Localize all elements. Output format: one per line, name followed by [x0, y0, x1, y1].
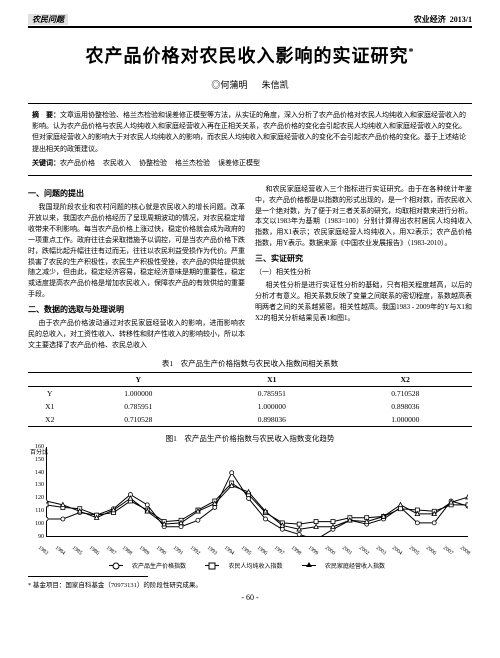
- abstract-block: 摘 要：文章运用协整检验、格兰杰检验和误差修正模型等方法，从实证的角度，深入分析…: [28, 103, 472, 176]
- keywords-label: 关键词：: [32, 159, 60, 167]
- figure-caption: 图1 农产品生产价格指数与农民收入指数变化趋势: [28, 433, 472, 444]
- footnote-rule: [28, 576, 148, 577]
- legend-marker-square-icon: [205, 565, 219, 566]
- article-title: 农产品价格对农民收入影响的实证研究*: [28, 42, 472, 68]
- correlation-table: Y X1 X2 Y1.0000000.7859510.710528X10.785…: [28, 372, 472, 427]
- section-heading: 二、数据的选取与处理说明: [28, 304, 245, 316]
- abstract-label: 摘 要：: [32, 111, 60, 119]
- left-column: 一、问题的提出 我国现阶段农业和农村问题的核心就是农民收入的增长问题。改革开放以…: [28, 184, 245, 352]
- abstract-text: 文章运用协整检验、格兰杰检验和误差修正模型等方法，从实证的角度，深入分析了农产品…: [32, 111, 466, 153]
- body-paragraph: 由于农产品价格波动通过对农民家庭经营收入的影响，进而影响农民的总收入，对工资性收…: [28, 318, 245, 351]
- section-tag: 农民问题: [28, 14, 68, 25]
- page-header: 农民问题 农业经济 2013/1: [28, 14, 472, 28]
- right-column: 和农民家庭经营收入三个指标进行实证研究。由于在各种统计年鉴中，农产品价格都是以指…: [255, 184, 472, 352]
- body-paragraph: 相关性分析是进行实证性分析的基础，只有相关程度越高，以后的分析才有意义。相关系数…: [255, 280, 472, 323]
- legend-marker-round-icon: [109, 565, 123, 566]
- body-columns: 一、问题的提出 我国现阶段农业和农村问题的核心就是农民收入的增长问题。改革开放以…: [28, 184, 472, 352]
- trend-chart: 百分比 90100110120130140150160 198319841985…: [28, 447, 472, 557]
- table-caption: 表1 农产品生产价格指数与农民收入指数间相关系数: [28, 358, 472, 369]
- footnote: * 基金项目：国家自科基金（70973131）的阶段性研究成果。: [28, 579, 472, 589]
- section-heading: 一、问题的提出: [28, 188, 245, 200]
- journal-issue: 农业经济 2013/1: [414, 14, 472, 25]
- body-paragraph: 我国现阶段农业和农村问题的核心就是农民收入的增长问题。改革开放以来，我国农产品价…: [28, 202, 245, 300]
- chart-canvas: [46, 447, 468, 537]
- chart-legend: 农产品生产价格指数 农民人均纯收入指数 农民家庭经营收入指数: [28, 561, 472, 570]
- subsection-heading: （一）相关性分析: [255, 267, 472, 278]
- authors: ◎何蒲明 朱信凯: [28, 78, 472, 91]
- body-paragraph: 和农民家庭经营收入三个指标进行实证研究。由于在各种统计年鉴中，农产品价格都是以指…: [255, 184, 472, 249]
- legend-marker-triangle-icon: [302, 565, 316, 566]
- page-number: - 60 -: [28, 593, 472, 602]
- section-heading: 三、实证研究: [255, 253, 472, 265]
